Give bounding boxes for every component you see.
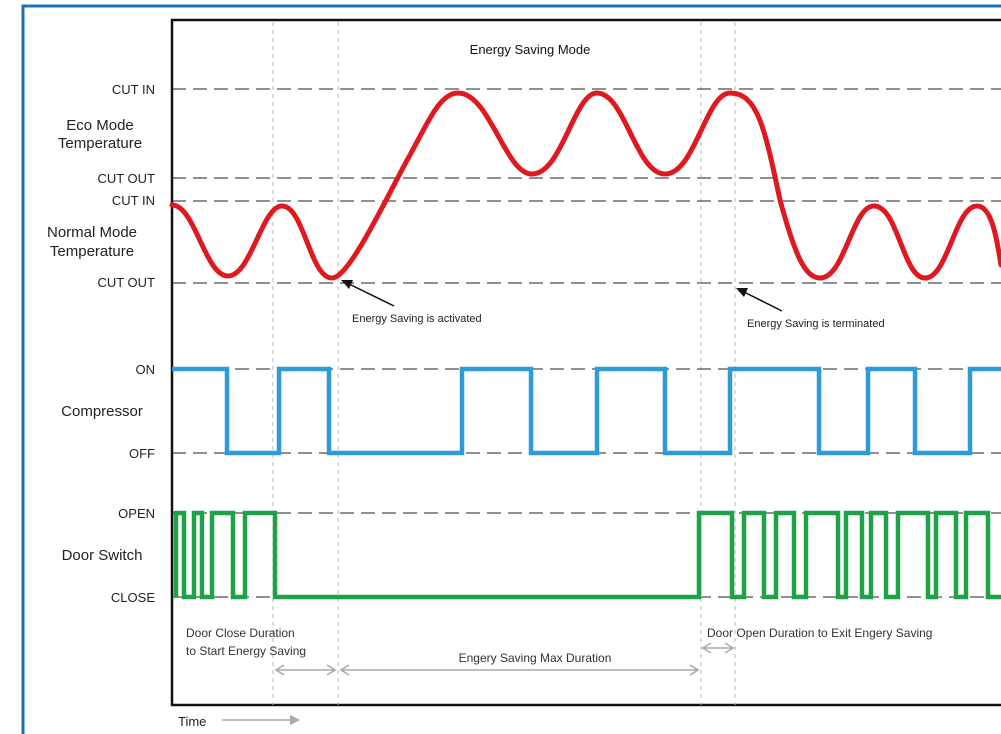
group-labels: Eco Mode Temperature Normal Mode Tempera… xyxy=(47,117,143,564)
door-close-label: CLOSE xyxy=(111,590,155,605)
time-guides xyxy=(272,22,736,705)
door-open-duration-arrow xyxy=(701,642,735,654)
normal-mode-label-line2: Temperature xyxy=(50,243,134,260)
level-labels: CUT IN CUT OUT CUT IN CUT OUT ON OFF OPE… xyxy=(97,82,155,605)
eco-mode-label-line1: Eco Mode xyxy=(66,117,134,134)
door-open-duration-head-right xyxy=(724,642,735,654)
door-close-duration-label-line1: Door Close Duration xyxy=(186,626,295,640)
annotation-terminated: Energy Saving is terminated xyxy=(736,288,885,330)
eco-cut-out-label: CUT OUT xyxy=(97,171,155,186)
activated-label: Energy Saving is activated xyxy=(352,313,482,325)
normal-cut-out-label: CUT OUT xyxy=(97,275,155,290)
door-close-duration-head-left xyxy=(274,664,285,676)
normal-mode-label-line1: Normal Mode xyxy=(47,224,137,241)
door-switch-waveform xyxy=(173,510,1001,600)
max-duration-head-left xyxy=(339,664,350,676)
terminated-arrowhead xyxy=(736,288,748,297)
time-arrowhead xyxy=(290,715,300,725)
max-duration-head-right xyxy=(689,664,700,676)
time-axis: Time xyxy=(178,714,300,729)
temperature-curve xyxy=(169,90,1001,281)
diagram-title: Energy Saving Mode xyxy=(470,42,591,57)
plot-box xyxy=(170,18,1001,707)
eco-cut-in-label: CUT IN xyxy=(112,82,155,97)
door-close-duration-head-right xyxy=(326,664,337,676)
terminated-pointer-line xyxy=(743,291,783,312)
eco-mode-label-line2: Temperature xyxy=(58,135,142,152)
energy-saving-max-duration-arrow xyxy=(339,664,700,676)
annotation-activated: Energy Saving is activated xyxy=(341,280,482,325)
door-close-duration-label-line2: to Start Energy Saving xyxy=(186,644,306,658)
time-label: Time xyxy=(178,714,206,729)
door-close-duration-arrow xyxy=(274,664,337,676)
level-lines xyxy=(172,88,1001,598)
energy-saving-max-duration-label: Engery Saving Max Duration xyxy=(459,651,612,665)
activated-pointer-line xyxy=(348,283,395,307)
door-open-duration-label: Door Open Duration to Exit Engery Saving xyxy=(707,626,932,640)
door-open-duration-head-left xyxy=(701,642,712,654)
terminated-label: Energy Saving is terminated xyxy=(747,318,885,330)
outer-frame xyxy=(21,4,1001,734)
compressor-label: Compressor xyxy=(61,403,143,420)
compressor-off-label: OFF xyxy=(129,446,155,461)
normal-cut-in-label: CUT IN xyxy=(112,193,155,208)
compressor-on-label: ON xyxy=(136,362,156,377)
activated-arrowhead xyxy=(341,280,353,289)
door-open-label: OPEN xyxy=(118,506,155,521)
compressor-waveform xyxy=(172,366,1001,456)
door-switch-label: Door Switch xyxy=(62,547,143,564)
